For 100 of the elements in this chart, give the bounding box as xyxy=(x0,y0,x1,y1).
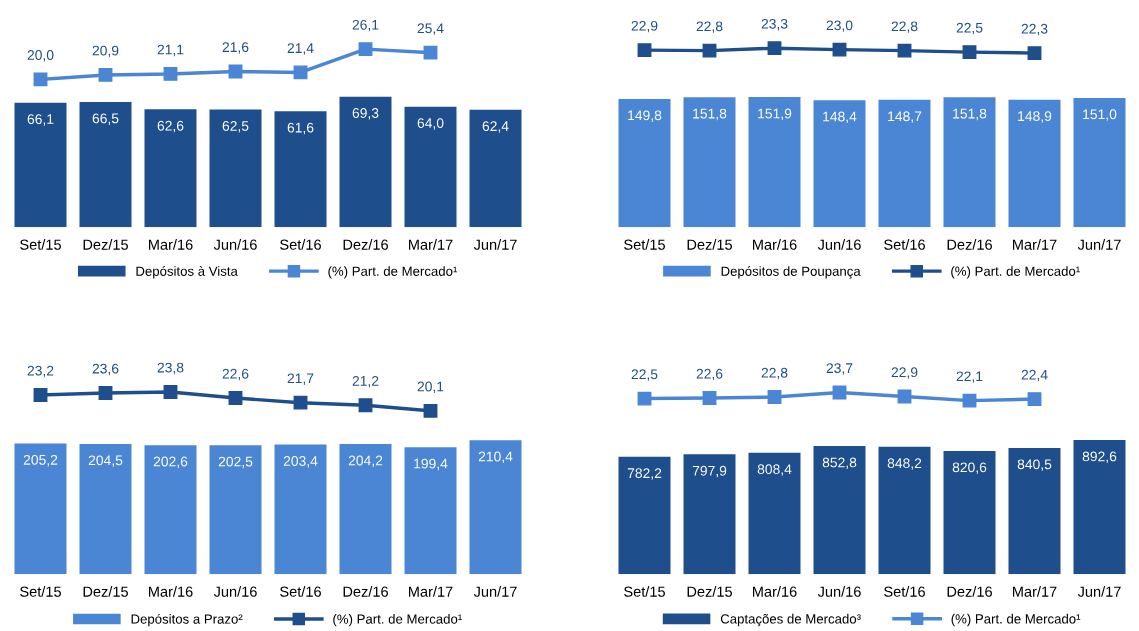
point xyxy=(98,67,113,82)
legend-label: Captações de Mercado³ xyxy=(720,613,861,627)
bar xyxy=(404,447,457,575)
bar xyxy=(683,454,736,575)
data-label: 23,0 xyxy=(826,20,853,32)
data-label: 21,2 xyxy=(352,375,379,388)
point xyxy=(293,395,308,410)
data-label: 22,5 xyxy=(631,369,658,381)
data-label: 23,7 xyxy=(826,363,853,375)
data-label: 22,8 xyxy=(761,367,788,380)
bar xyxy=(339,444,392,575)
data-label: 204,5 xyxy=(88,455,123,467)
data-label: 820,6 xyxy=(952,462,987,474)
point xyxy=(358,398,373,413)
data-label: 148,7 xyxy=(888,111,922,123)
data-label: 808,4 xyxy=(757,464,792,476)
x-tick-label: Dez/16 xyxy=(947,239,992,250)
data-label: 21,4 xyxy=(287,43,314,55)
point xyxy=(358,42,373,57)
data-label: 203,4 xyxy=(283,456,318,468)
point xyxy=(293,65,308,80)
x-tick-label: Mar/16 xyxy=(149,586,193,597)
data-label: 151,8 xyxy=(953,108,987,121)
data-label: 26,1 xyxy=(352,19,379,32)
x-tick-label: Set/16 xyxy=(280,239,321,250)
x-tick-label: Mar/17 xyxy=(1013,586,1057,597)
data-label: 151,8 xyxy=(693,108,727,121)
data-label: 66,5 xyxy=(92,113,119,125)
data-label: 61,6 xyxy=(287,122,314,135)
point xyxy=(1027,392,1042,407)
data-label: 148,9 xyxy=(1018,111,1052,123)
x-tick-label: Mar/16 xyxy=(149,239,193,250)
x-tick-label: Dez/15 xyxy=(83,586,128,597)
x-tick-label: Mar/17 xyxy=(409,239,453,250)
data-label: 62,4 xyxy=(482,121,509,133)
data-label: 22,4 xyxy=(1021,369,1048,382)
bar xyxy=(618,456,671,575)
x-tick-label: Jun/16 xyxy=(213,239,257,250)
x-tick-label: Dez/16 xyxy=(947,586,992,597)
legend-label: (%) Part. de Mercado¹ xyxy=(951,266,1080,279)
point xyxy=(98,386,113,400)
data-label: 202,5 xyxy=(218,456,253,469)
x-tick-label: Jun/16 xyxy=(213,586,257,597)
data-label: 20,1 xyxy=(417,381,444,394)
x-tick-label: Mar/17 xyxy=(409,586,453,597)
data-label: 22,1 xyxy=(956,371,983,383)
x-tick-label: Jun/16 xyxy=(817,239,861,250)
legend-label: Depósitos à Vista xyxy=(136,266,238,279)
bar xyxy=(943,450,996,575)
point xyxy=(702,391,717,406)
data-label: 151,0 xyxy=(1083,109,1117,121)
data-label: 892,6 xyxy=(1082,451,1117,463)
x-tick-label: Mar/17 xyxy=(1013,239,1057,250)
data-label: 148,4 xyxy=(823,111,857,124)
legend-label: (%) Part. de Mercado¹ xyxy=(328,266,458,279)
data-label: 22,6 xyxy=(222,368,249,381)
data-label: 782,2 xyxy=(627,468,662,480)
bar xyxy=(469,440,522,575)
x-tick-label: Dez/16 xyxy=(343,586,388,597)
data-label: 852,8 xyxy=(822,457,857,469)
data-label: 62,6 xyxy=(157,120,184,133)
data-label: 69,3 xyxy=(352,108,379,120)
bar xyxy=(144,445,197,575)
bar xyxy=(209,445,262,575)
data-label: 22,8 xyxy=(891,21,918,33)
point xyxy=(637,391,652,406)
legend-label: Depósitos de Poupança xyxy=(721,266,861,279)
data-label: 22,9 xyxy=(631,20,658,33)
data-label: 20,0 xyxy=(27,50,54,62)
data-label: 25,4 xyxy=(417,23,444,35)
data-label: 23,2 xyxy=(27,365,54,378)
data-label: 64,0 xyxy=(417,118,444,130)
bar xyxy=(748,452,801,575)
data-label: 21,6 xyxy=(222,42,249,54)
data-label: 23,3 xyxy=(761,18,788,31)
data-label: 22,5 xyxy=(956,22,983,35)
x-tick-label: Dez/15 xyxy=(687,239,732,250)
data-label: 22,9 xyxy=(891,367,918,379)
point xyxy=(767,390,782,404)
x-tick-label: Mar/16 xyxy=(753,239,797,250)
bar xyxy=(79,443,132,575)
x-tick-label: Set/16 xyxy=(280,586,321,597)
x-tick-label: Dez/16 xyxy=(343,239,388,250)
data-label: 848,2 xyxy=(887,458,922,470)
x-tick-label: Jun/16 xyxy=(817,586,861,597)
data-label: 23,6 xyxy=(92,363,119,376)
data-label: 62,5 xyxy=(222,121,249,133)
point xyxy=(163,66,178,81)
data-label: 66,1 xyxy=(27,114,54,126)
data-label: 210,4 xyxy=(478,451,513,464)
data-label: 202,6 xyxy=(153,456,188,469)
x-tick-label: Jun/17 xyxy=(1077,239,1121,250)
data-label: 21,1 xyxy=(157,44,184,57)
point xyxy=(33,388,48,402)
data-label: 204,2 xyxy=(348,455,383,468)
x-tick-label: Jun/17 xyxy=(473,239,517,250)
data-label: 21,7 xyxy=(287,373,314,385)
data-label: 22,3 xyxy=(1021,23,1048,36)
legend-label: Depósitos a Prazo² xyxy=(131,613,243,627)
bar xyxy=(813,446,866,575)
